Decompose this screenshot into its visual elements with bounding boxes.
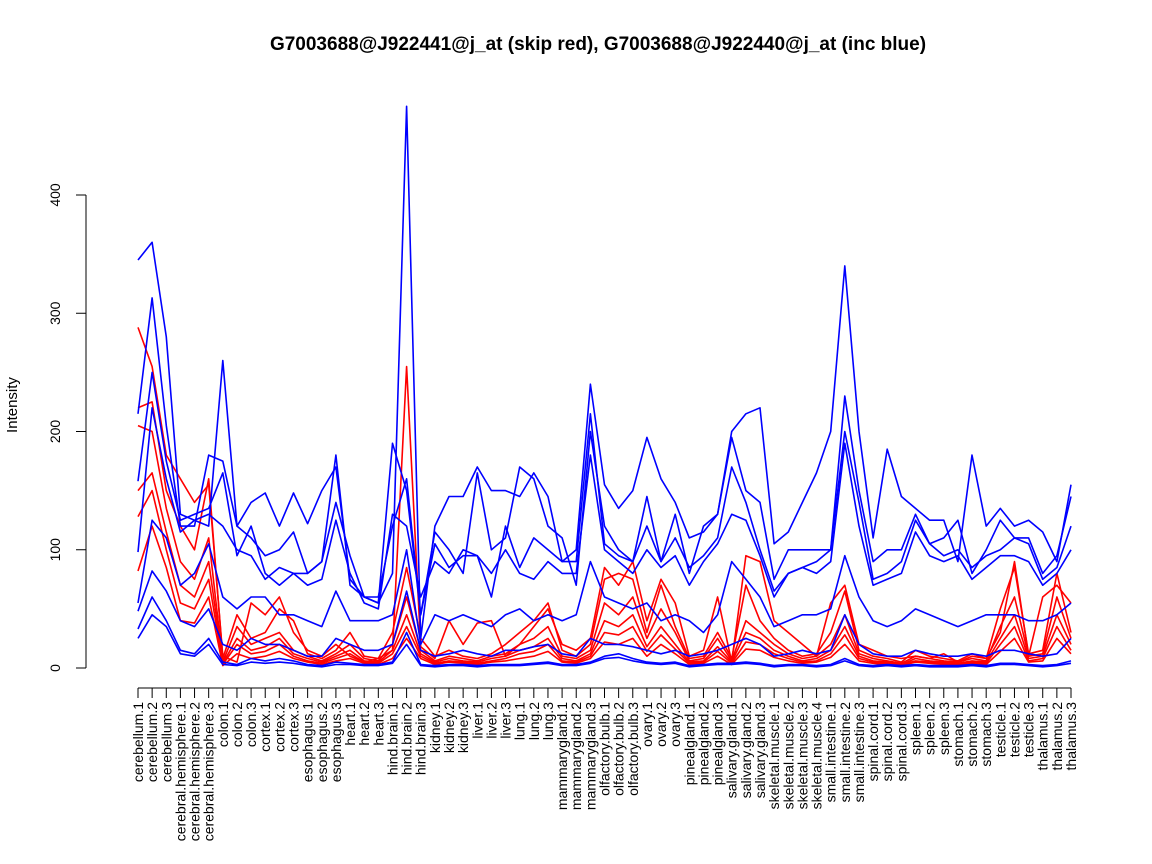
x-tick-label: pinealgland.3: [710, 702, 726, 786]
x-tick-label: liver.1: [469, 702, 485, 739]
x-tick-label: colon.3: [243, 702, 259, 747]
x-tick-label: liver.2: [483, 702, 499, 739]
x-tick-label: spinal.cord.1: [865, 702, 881, 782]
skip-series-line-5: [137, 489, 1072, 666]
x-tick-label: mammarygland.2: [568, 702, 584, 810]
x-tick-label: liver.3: [498, 702, 514, 739]
x-tick-label: cerebellum.3: [158, 702, 174, 782]
x-tick-label: hind.brain.3: [413, 702, 429, 775]
x-tick-label: heart.2: [356, 702, 372, 746]
x-tick-label: stomach.1: [950, 702, 966, 767]
x-tick-label: colon.1: [215, 702, 231, 747]
x-tick-label: ovary.1: [639, 702, 655, 747]
x-tick-label: kidney.1: [427, 702, 443, 753]
x-tick-label: spinal.cord.2: [879, 702, 895, 782]
x-tick-label: thalamus.3: [1063, 702, 1079, 771]
x-tick-label: colon.2: [229, 702, 245, 747]
x-tick-label: cerebral.hemisphere.3: [201, 702, 217, 842]
x-tick-label: skeletal.muscle.1: [766, 702, 782, 810]
x-tick-label: salivary.gland.3: [752, 702, 768, 798]
x-tick-label: spinal.cord.3: [893, 702, 909, 782]
x-tick-label: ovary.2: [653, 702, 669, 747]
x-tick-label: cerebral.hemisphere.1: [172, 702, 188, 842]
x-tick-label: esophagus.3: [328, 702, 344, 782]
y-tick-label: 300: [47, 301, 63, 325]
x-tick-label: pinealgland.2: [695, 702, 711, 786]
x-tick-label: ovary.3: [667, 702, 683, 747]
y-axis: 0 100 200 300 400: [47, 183, 87, 672]
inc-series-line-11: [137, 519, 1072, 646]
x-tick-label: cerebral.hemisphere.2: [187, 702, 203, 842]
x-tick-label: heart.1: [342, 702, 358, 746]
x-tick-label: thalamus.1: [1035, 702, 1051, 771]
inc-series-line-14: [137, 613, 1072, 668]
x-tick-label: spleen.1: [908, 702, 924, 755]
x-tick-label: kidney.3: [455, 702, 471, 753]
x-tick-label: pinealgland.1: [681, 702, 697, 786]
x-tick-label: stomach.2: [964, 702, 980, 767]
series-group: [137, 105, 1072, 668]
x-tick-label: stomach.3: [978, 702, 994, 767]
x-tick-label: skeletal.muscle.2: [780, 702, 796, 810]
x-tick-label: olfactory.bulb.2: [611, 702, 627, 796]
x-tick-label: testicle.2: [1006, 702, 1022, 757]
x-tick-label: skeletal.muscle.4: [809, 702, 825, 810]
inc-series-line-10: [137, 406, 1072, 610]
y-tick-label: 400: [47, 183, 63, 207]
y-tick-label: 100: [47, 538, 63, 562]
chart-title: G7003688@J922441@j_at (skip red), G70036…: [270, 34, 926, 55]
skip-series-line-6: [137, 525, 1072, 667]
y-tick-label: 0: [47, 664, 63, 672]
y-tick-label: 200: [47, 420, 63, 444]
x-axis: cerebellum.1cerebellum.2cerebellum.3cere…: [130, 687, 1079, 842]
x-tick-label: cortex.1: [257, 702, 273, 752]
x-tick-label: olfactory.bulb.3: [625, 702, 641, 796]
x-tick-label: lung.1: [512, 702, 528, 740]
x-tick-label: olfactory.bulb.1: [597, 702, 613, 796]
x-tick-label: hind.brain.1: [384, 702, 400, 775]
x-tick-label: lung.2: [526, 702, 542, 740]
x-tick-label: esophagus.1: [300, 702, 316, 782]
x-tick-label: salivary.gland.2: [738, 702, 754, 798]
x-tick-label: testicle.3: [1021, 702, 1037, 757]
x-tick-label: testicle.1: [992, 702, 1008, 757]
inc-series-line-12: [137, 570, 1072, 658]
y-axis-label: Intensity: [4, 377, 21, 433]
x-tick-label: heart.3: [370, 702, 386, 746]
x-tick-label: kidney.2: [441, 702, 457, 753]
x-tick-label: thalamus.2: [1049, 702, 1065, 771]
x-tick-label: spleen.3: [936, 702, 952, 755]
x-tick-label: salivary.gland.1: [724, 702, 740, 798]
x-tick-label: skeletal.muscle.3: [794, 702, 810, 810]
skip-series-line-4: [137, 472, 1072, 666]
x-tick-label: small.intestine.2: [837, 702, 853, 803]
x-tick-label: mammarygland.3: [582, 702, 598, 810]
x-tick-label: small.intestine.3: [851, 702, 867, 803]
x-tick-label: cerebellum.2: [144, 702, 160, 782]
x-tick-label: esophagus.2: [314, 702, 330, 782]
x-tick-label: cortex.3: [286, 702, 302, 752]
x-tick-label: lung.3: [540, 702, 556, 740]
inc-series-line-13: [137, 596, 1072, 667]
x-tick-label: cortex.2: [271, 702, 287, 752]
x-tick-label: mammarygland.1: [554, 702, 570, 810]
x-tick-label: spleen.2: [922, 702, 938, 755]
inc-series-line-7: [137, 105, 1072, 640]
inc-series-line-8: [137, 297, 1072, 616]
x-tick-label: cerebellum.1: [130, 702, 146, 782]
x-tick-label: small.intestine.1: [823, 702, 839, 803]
x-tick-label: hind.brain.2: [399, 702, 415, 775]
